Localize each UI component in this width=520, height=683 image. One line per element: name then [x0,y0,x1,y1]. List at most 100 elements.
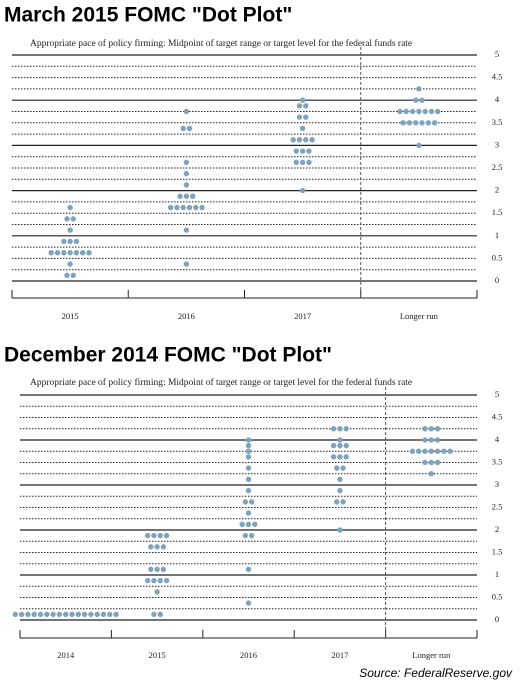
dot [431,120,438,126]
dot [70,216,76,222]
dot [330,426,337,432]
y-tick-label: 1.5 [492,207,503,217]
dot [186,125,193,132]
dot [303,103,309,109]
y-tick-label: 0.5 [492,252,503,262]
y-tick-label: 2.5 [492,501,503,511]
dot [86,250,92,256]
dot [400,120,406,126]
dot [44,611,50,618]
dot [48,250,54,256]
dot [183,159,190,166]
dot [416,108,422,115]
dot [343,426,349,432]
dot [151,532,157,539]
dot [154,589,160,595]
dot [422,426,428,432]
dot [73,250,80,256]
y-tick-label: 4.5 [492,72,503,82]
dot [64,216,70,222]
dot [186,204,193,211]
dot [245,566,252,573]
x-tick-label: Longer run [412,650,451,660]
dot [343,442,349,449]
dot [419,120,425,126]
y-tick-label: 5 [495,389,499,399]
dot [50,611,56,618]
dot [293,148,300,154]
dot [61,238,67,245]
dot [299,97,306,103]
dot [151,611,157,618]
dot [245,521,252,528]
dot [157,532,163,539]
dot [37,611,44,618]
dot [330,442,337,449]
dot [303,137,309,143]
dot [434,437,441,443]
dot [81,611,88,618]
dot [144,532,151,539]
x-tick-label: 2017 [294,311,311,321]
dot [419,97,425,103]
y-tick-label: 3.5 [492,117,503,127]
dot [397,108,403,115]
dot [337,442,343,449]
dot [199,204,205,211]
dot [435,108,441,115]
dot [434,448,441,454]
dot [100,611,107,618]
dot [183,193,190,199]
dot [428,459,434,466]
dot [422,108,428,115]
dot [113,611,119,618]
dot [334,465,340,471]
dot [245,487,252,494]
dot [180,125,186,132]
dot [296,103,303,109]
dot [245,442,252,449]
dot [69,611,75,618]
dot [245,437,252,443]
dot [70,272,76,279]
dot [340,465,346,471]
y-tick-label: 3 [495,139,499,149]
dot [306,148,312,154]
dot [94,611,100,618]
x-tick-label: 2017 [331,650,348,660]
dot [334,499,340,505]
dot [413,120,419,126]
dot [306,159,312,166]
dot [148,566,154,573]
dot [239,521,245,528]
dot [144,577,151,584]
dot [67,238,73,245]
dot [413,97,419,103]
dot [299,159,306,166]
dot [290,137,296,143]
dot [434,459,441,466]
dot [183,227,190,233]
dot [299,148,306,154]
dot [167,204,174,211]
dot [416,142,422,149]
chart-title: December 2014 FOMC "Dot Plot" [4,344,332,367]
dot [337,426,343,432]
dot [343,454,349,460]
dot [56,611,63,618]
dot [154,566,160,573]
dot [67,250,73,256]
dot [416,86,422,92]
x-tick-label: 2016 [178,311,195,321]
y-tick-label: 1 [495,569,499,579]
y-tick-label: 3 [495,479,499,489]
dot [62,611,69,618]
dot [189,193,196,199]
y-tick-label: 1.5 [492,546,503,556]
dot [337,527,343,533]
dot [337,487,343,494]
dot [107,611,113,618]
dot [160,566,167,573]
dot [296,114,303,120]
